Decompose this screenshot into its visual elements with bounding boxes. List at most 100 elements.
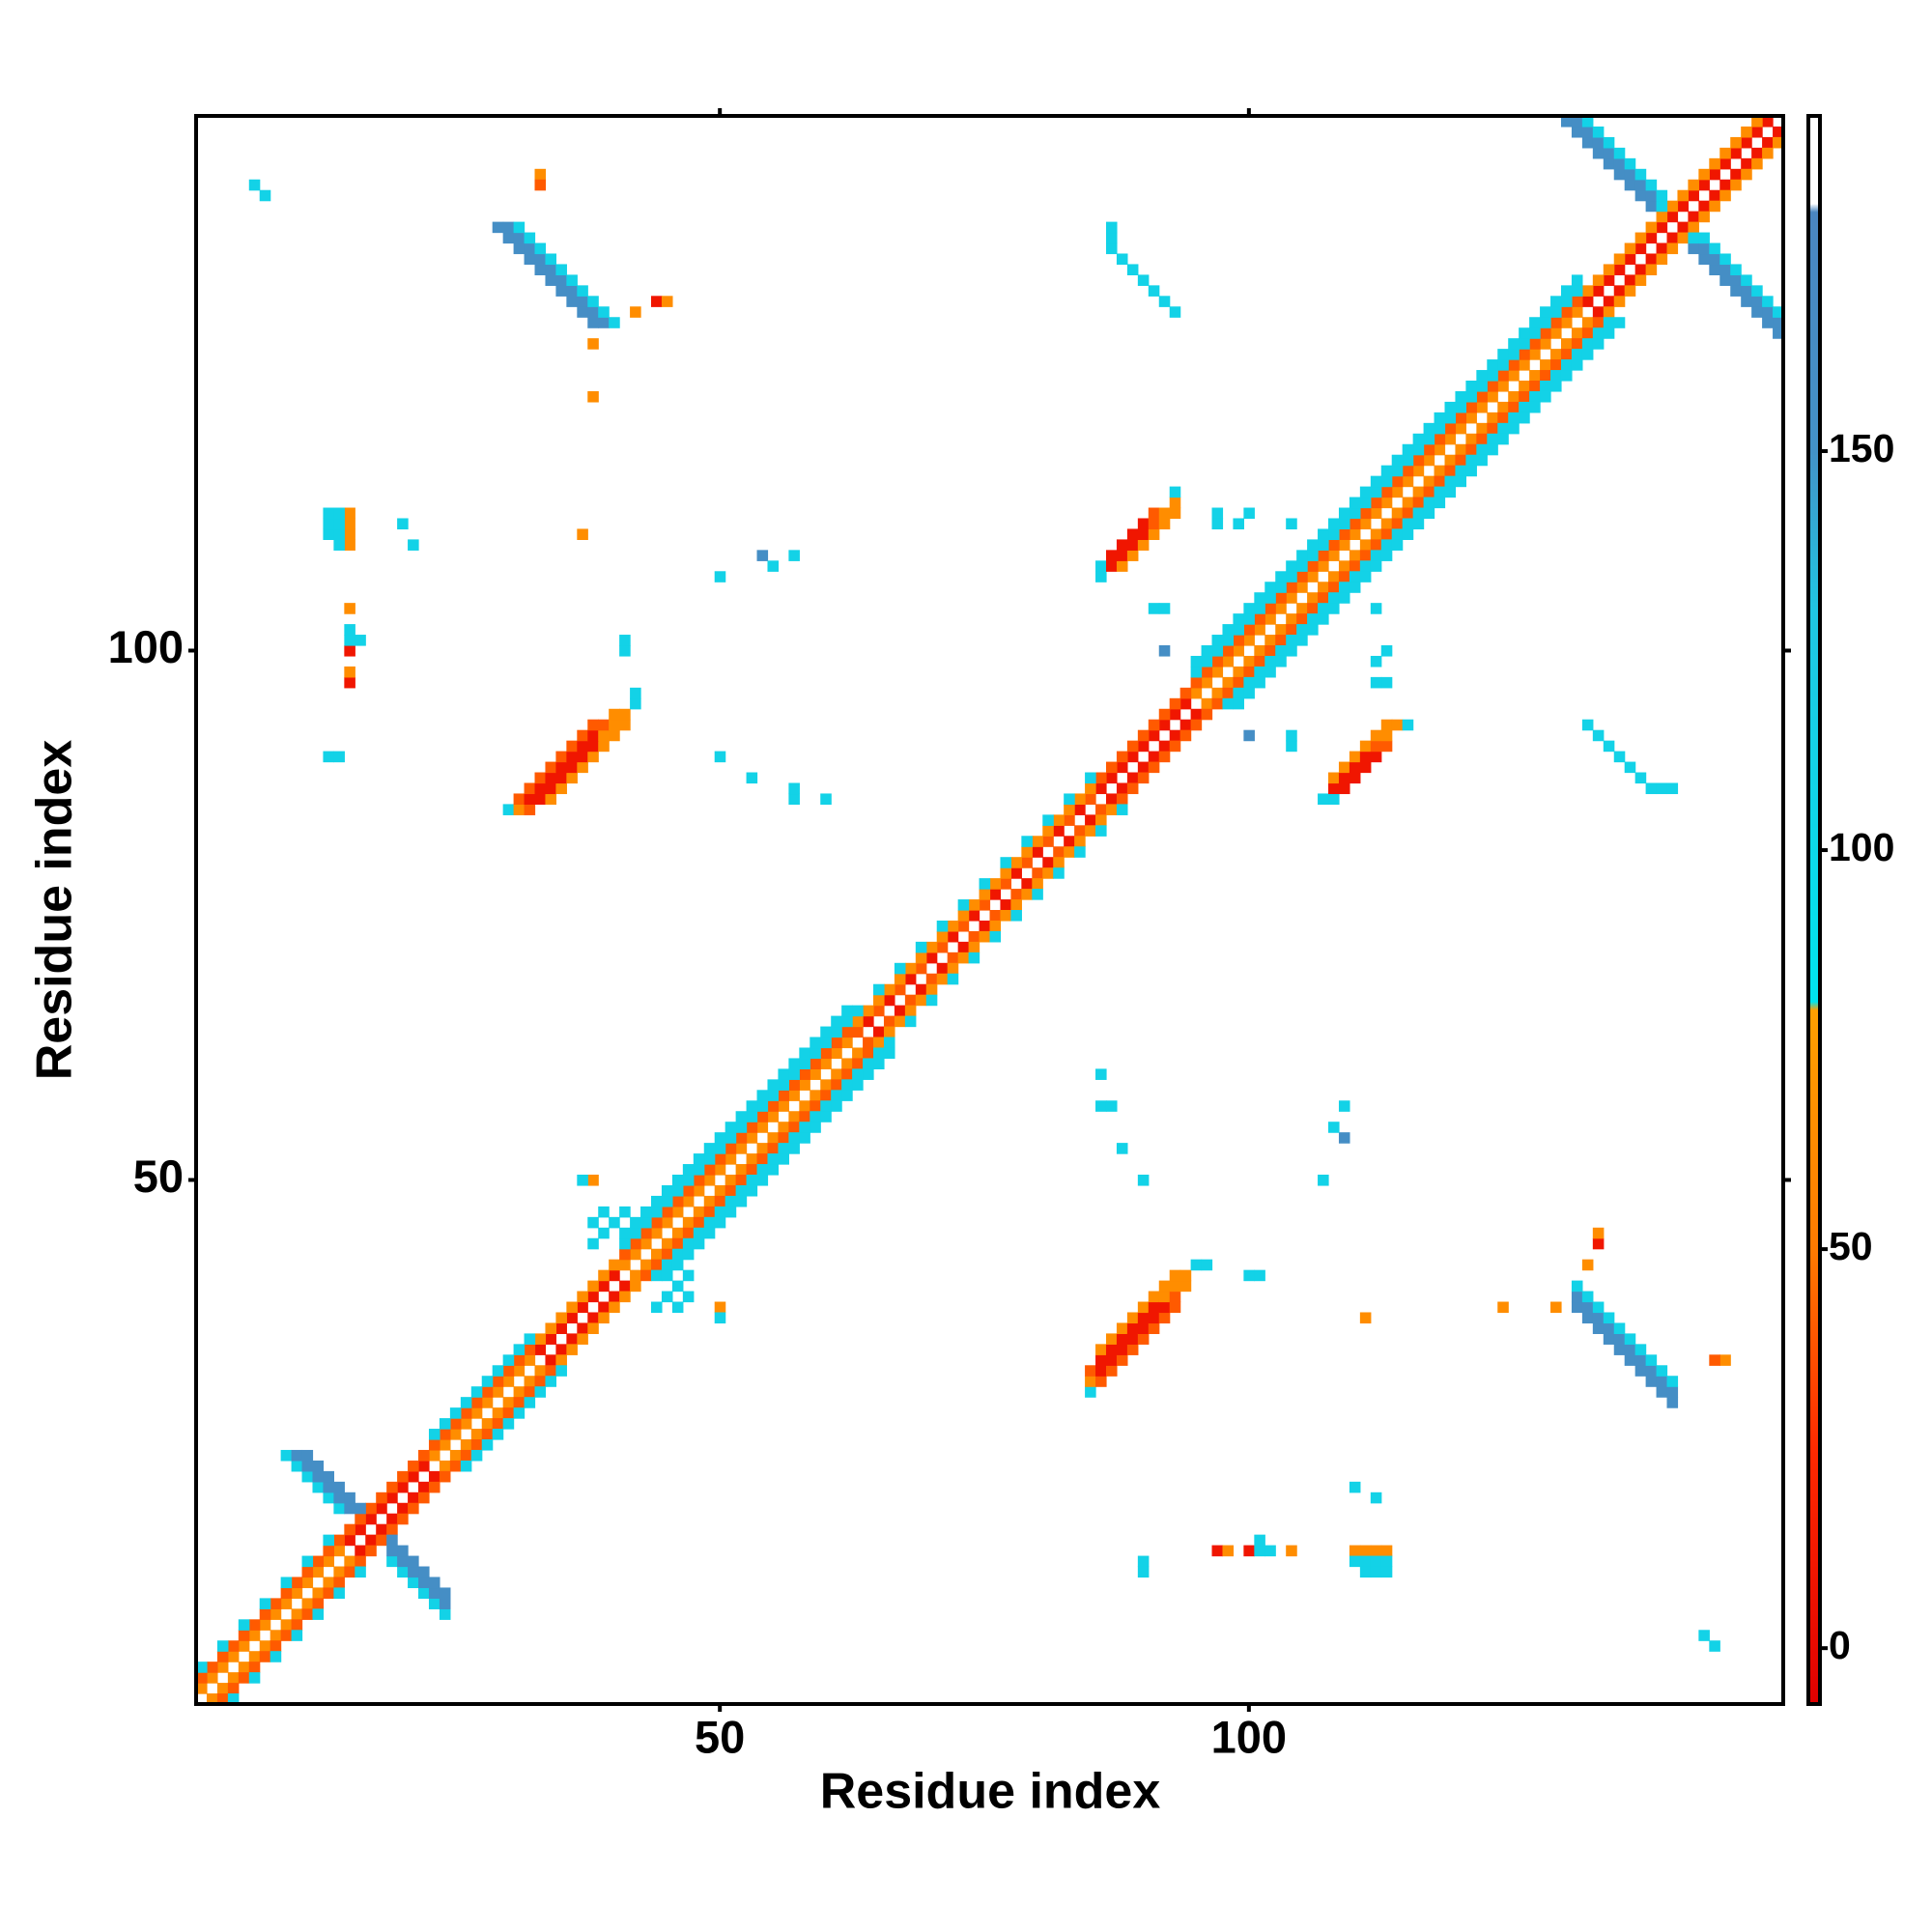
heatmap-cell bbox=[1296, 603, 1308, 614]
heatmap-cell bbox=[1328, 1122, 1340, 1133]
heatmap-cell bbox=[333, 751, 345, 763]
heatmap-cell bbox=[1370, 497, 1382, 509]
heatmap-cell bbox=[1095, 1365, 1107, 1377]
heatmap-cell bbox=[323, 528, 334, 540]
heatmap-cell bbox=[1275, 624, 1287, 636]
heatmap-cell bbox=[989, 930, 1002, 943]
heatmap-cell bbox=[936, 962, 949, 975]
heatmap-cell bbox=[1444, 401, 1457, 413]
heatmap-cell bbox=[619, 1206, 631, 1218]
heatmap-cell bbox=[1571, 1301, 1583, 1314]
heatmap-cell bbox=[524, 1397, 536, 1408]
heatmap-cell bbox=[397, 1502, 409, 1515]
heatmap-cell bbox=[1148, 1301, 1160, 1314]
heatmap-cell bbox=[820, 1100, 832, 1112]
colorbar-segment bbox=[1808, 1448, 1820, 1705]
heatmap-cell bbox=[1412, 507, 1425, 520]
heatmap-cell bbox=[1656, 1376, 1668, 1387]
plot-frame bbox=[194, 114, 1785, 1706]
heatmap-cell bbox=[1053, 867, 1065, 879]
heatmap-cell bbox=[1730, 147, 1742, 159]
heatmap-cell bbox=[1656, 1365, 1668, 1377]
heatmap-cell bbox=[1137, 1175, 1150, 1186]
heatmap-cell bbox=[270, 1598, 282, 1609]
heatmap-cell bbox=[587, 390, 599, 403]
heatmap-cell bbox=[238, 1672, 250, 1684]
heatmap-cell bbox=[841, 1005, 853, 1017]
heatmap-cell bbox=[1773, 126, 1784, 138]
heatmap-cell bbox=[566, 761, 578, 774]
heatmap-cell bbox=[1370, 655, 1382, 668]
heatmap-cell bbox=[227, 1683, 240, 1694]
heatmap-cell bbox=[1666, 1397, 1679, 1408]
heatmap-cell bbox=[397, 1566, 409, 1578]
heatmap-cell bbox=[481, 1429, 494, 1440]
heatmap-cell bbox=[1338, 507, 1350, 520]
heatmap-cell bbox=[1211, 687, 1224, 699]
heatmap-cell bbox=[1275, 655, 1287, 668]
heatmap-cell bbox=[619, 1248, 631, 1261]
heatmap-cell bbox=[598, 1206, 610, 1218]
heatmap-cell bbox=[799, 1068, 810, 1080]
heatmap-cell bbox=[1455, 422, 1466, 435]
heatmap-cell bbox=[481, 1376, 494, 1387]
heatmap-cell bbox=[534, 1376, 547, 1387]
heatmap-cell bbox=[1158, 1312, 1171, 1324]
heatmap-cell bbox=[1773, 136, 1784, 149]
heatmap-cell bbox=[682, 1291, 695, 1303]
heatmap-cell bbox=[682, 1164, 695, 1176]
heatmap-cell bbox=[1169, 1269, 1181, 1282]
heatmap-cell bbox=[1741, 168, 1752, 181]
heatmap-cell bbox=[386, 1492, 398, 1504]
heatmap-cell bbox=[376, 1502, 387, 1515]
colorbar-segment bbox=[1808, 450, 1820, 611]
heatmap-cell bbox=[216, 1662, 229, 1673]
heatmap-cell bbox=[947, 930, 959, 943]
heatmap-cell bbox=[1264, 635, 1276, 646]
heatmap-cell bbox=[1021, 857, 1033, 868]
heatmap-cell bbox=[1434, 433, 1446, 445]
heatmap-cell bbox=[810, 1037, 821, 1049]
heatmap-cell bbox=[587, 729, 599, 742]
heatmap-cell bbox=[1074, 846, 1086, 858]
heatmap-cell bbox=[1624, 761, 1636, 774]
heatmap-cell bbox=[555, 782, 567, 795]
heatmap-cell bbox=[756, 1153, 769, 1165]
heatmap-cell bbox=[1349, 571, 1361, 582]
heatmap-cell bbox=[1286, 645, 1297, 657]
heatmap-cell bbox=[1592, 338, 1605, 350]
heatmap-cell bbox=[492, 1376, 504, 1387]
heatmap-cell bbox=[470, 1429, 483, 1440]
heatmap-cell bbox=[344, 603, 355, 614]
heatmap-cell bbox=[841, 1090, 853, 1101]
heatmap-cell bbox=[1487, 390, 1498, 403]
heatmap-cell bbox=[301, 1577, 314, 1589]
heatmap-cell bbox=[671, 1206, 684, 1218]
heatmap-cell bbox=[323, 751, 334, 763]
heatmap-cell bbox=[577, 1322, 588, 1334]
heatmap-cell bbox=[1645, 232, 1658, 244]
heatmap-cell bbox=[1370, 740, 1382, 753]
heatmap-cell bbox=[1349, 1545, 1361, 1557]
heatmap-cell bbox=[1434, 412, 1446, 424]
heatmap-cell bbox=[577, 1333, 588, 1345]
heatmap-cell bbox=[703, 1216, 716, 1229]
heatmap-cell bbox=[1328, 539, 1340, 551]
colorbar-segment bbox=[1808, 212, 1820, 452]
heatmap-cell bbox=[1254, 603, 1265, 614]
heatmap-cell bbox=[1137, 1566, 1150, 1578]
heatmap-cell bbox=[756, 1111, 769, 1122]
heatmap-cell bbox=[323, 1577, 334, 1589]
heatmap-cell bbox=[280, 1577, 293, 1589]
heatmap-cell bbox=[1508, 359, 1520, 371]
heatmap-cell bbox=[1137, 740, 1150, 753]
heatmap-cell bbox=[566, 1312, 578, 1324]
heatmap-cell bbox=[502, 1354, 515, 1366]
heatmap-cell bbox=[1064, 793, 1075, 805]
heatmap-cell bbox=[587, 1280, 599, 1293]
heatmap-cell bbox=[1169, 497, 1181, 509]
heatmap-cell bbox=[291, 1587, 303, 1599]
heatmap-cell bbox=[1581, 719, 1594, 731]
heatmap-cell bbox=[894, 962, 906, 975]
heatmap-cell bbox=[1719, 147, 1731, 159]
